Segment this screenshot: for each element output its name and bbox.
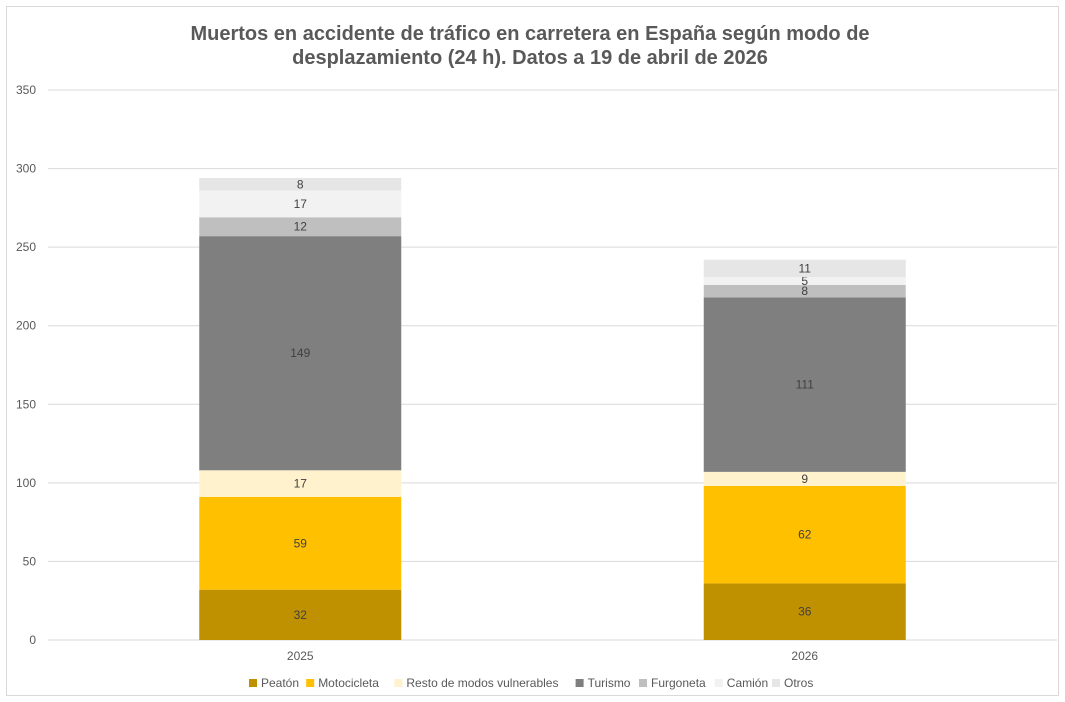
legend-swatch [394, 679, 403, 687]
legend-item: Camión [727, 676, 768, 690]
x-tick-label: 2026 [791, 649, 818, 663]
legend-item: Otros [784, 676, 813, 690]
bar-segment [199, 497, 402, 590]
bar-segment [199, 190, 402, 218]
legend-item: Motocicleta [318, 676, 379, 690]
y-tick-label: 250 [16, 240, 36, 254]
bar-segment [703, 486, 906, 584]
legend-swatch [714, 679, 723, 687]
y-tick-label: 50 [23, 554, 37, 568]
data-label: 62 [798, 528, 812, 542]
y-tick-label: 0 [29, 633, 36, 647]
bar-segment [199, 178, 402, 191]
bar-segment [703, 583, 906, 640]
bar-segment [703, 297, 906, 472]
legend-swatch [772, 679, 780, 687]
data-label: 8 [297, 177, 304, 191]
bar-segment [703, 259, 906, 277]
y-tick-label: 100 [16, 476, 36, 490]
legend-item: Turismo [588, 676, 631, 690]
data-label: 17 [294, 477, 308, 491]
bar-segment [199, 236, 402, 471]
y-tick-label: 350 [16, 83, 36, 97]
data-label: 111 [796, 378, 815, 392]
data-label: 8 [801, 284, 808, 298]
data-label: 59 [294, 536, 308, 550]
data-label: 149 [290, 346, 310, 360]
data-label: 36 [798, 605, 812, 619]
bar-segment [199, 589, 402, 640]
data-label: 11 [799, 261, 812, 275]
x-tick-label: 2025 [287, 649, 314, 663]
y-tick-label: 200 [16, 319, 36, 333]
y-tick-label: 150 [16, 397, 36, 411]
legend-item: Resto de modos vulnerables [406, 676, 558, 690]
y-tick-label: 300 [16, 162, 36, 176]
legend-swatch [575, 679, 584, 687]
data-label: 12 [294, 220, 308, 234]
legend-item: Peatón [261, 676, 299, 690]
legend-swatch [249, 679, 257, 687]
data-label: 32 [294, 608, 308, 622]
legend-swatch [639, 679, 647, 687]
chart-title: Muertos en accidente de tráfico en carre… [190, 23, 870, 69]
bar-segment [703, 471, 906, 486]
bar-segment [199, 470, 402, 497]
legend-swatch [306, 679, 315, 687]
data-label: 9 [801, 472, 808, 486]
bar-segment [703, 284, 906, 298]
data-label: 17 [294, 197, 308, 211]
bar-segment [703, 277, 906, 285]
bar-segment [199, 217, 402, 237]
legend-item: Furgoneta [651, 676, 706, 690]
data-label: 5 [801, 274, 808, 288]
